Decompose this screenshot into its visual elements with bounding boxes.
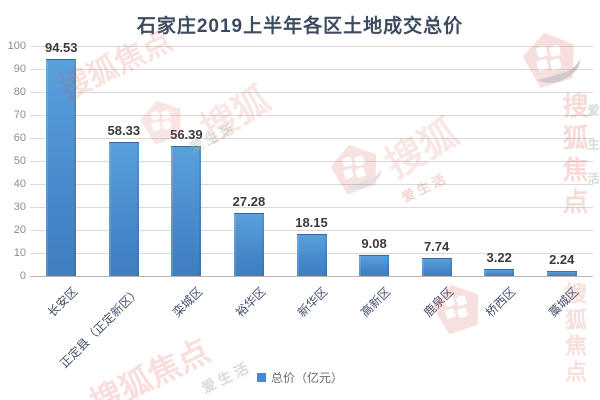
bar [359, 255, 390, 276]
x-axis-label: 裕华区 [232, 284, 269, 320]
y-axis-tick-label: 40 [13, 178, 26, 190]
gridline [30, 207, 593, 208]
y-axis-tick-label: 70 [13, 109, 26, 121]
x-axis-label: 桥西区 [483, 284, 519, 320]
y-axis-tick-label: 100 [7, 40, 26, 52]
bar [46, 58, 77, 276]
sohu-focus-logo-icon [324, 138, 387, 201]
x-axis-label: 高新区 [358, 284, 394, 320]
bar [296, 234, 327, 276]
bar-value-label: 56.39 [170, 127, 203, 143]
bar-value-label: 58.33 [107, 122, 141, 138]
bar [546, 270, 577, 276]
bar-value-label: 2.24 [549, 251, 575, 267]
gridline [30, 230, 593, 231]
bar-value-label: 94.53 [44, 39, 78, 55]
bar-value-label: 7.74 [423, 239, 450, 255]
legend: 总价（亿元） [0, 369, 600, 386]
y-axis-tick-label: 50 [13, 155, 26, 167]
bar [171, 146, 202, 276]
legend-swatch [256, 373, 266, 382]
bar-value-label: 9.08 [361, 236, 387, 252]
gridline [30, 92, 593, 93]
bar-value-label: 18.15 [295, 215, 328, 231]
y-axis-tick-label: 80 [13, 86, 26, 98]
y-axis-tick-label: 0 [19, 270, 26, 282]
bar-value-label: 27.28 [232, 194, 266, 210]
x-axis-label: 鹿泉区 [420, 284, 456, 320]
gridline [30, 138, 593, 139]
x-axis-label: 栾城区 [170, 284, 206, 320]
x-axis-label: 藁城区 [545, 284, 582, 320]
gridline [30, 161, 593, 162]
gridline [30, 184, 593, 185]
legend-label: 总价（亿元） [270, 371, 343, 385]
y-axis-tick-label: 20 [13, 224, 26, 236]
bar [421, 258, 452, 276]
gridline [30, 46, 593, 47]
bar [484, 268, 515, 276]
y-axis-tick-label: 60 [13, 132, 26, 144]
gridline [30, 115, 593, 116]
y-axis-tick-label: 90 [13, 63, 26, 75]
x-axis-label: 长安区 [45, 284, 81, 320]
watermark-brand-vertical: 搜狐焦点 [559, 92, 589, 220]
watermark-slogan-fragment: 爱 生 活 [399, 171, 448, 206]
y-axis-tick-label: 10 [13, 247, 26, 259]
gridline [30, 276, 593, 277]
y-axis-tick-label: 30 [13, 201, 26, 213]
chart-title: 石家庄2019上半年各区土地成交总价 [136, 16, 464, 37]
watermark-slogan-vertical: 爱 生 活 [586, 104, 600, 188]
bar-value-label: 3.22 [486, 249, 512, 265]
gridline [30, 69, 593, 70]
bar [233, 213, 264, 276]
bar [108, 141, 139, 276]
x-axis-label: 新华区 [295, 284, 331, 320]
